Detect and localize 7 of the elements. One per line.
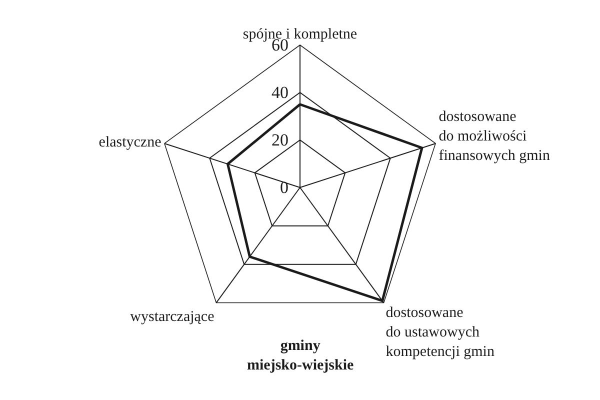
text: gminy miejsko-wiejskie [247, 338, 354, 374]
spoke-label: wystarczające [130, 308, 215, 325]
spoke-label: dostosowane do ustawowych kompetencji gmin [386, 305, 495, 360]
y-tick-label: 40 [272, 83, 289, 102]
y-tick-label: 20 [272, 130, 289, 150]
spoke-label: elastyczne [98, 134, 162, 150]
spoke-label: dostosowane do możliwości finansowych gmin [438, 108, 550, 164]
